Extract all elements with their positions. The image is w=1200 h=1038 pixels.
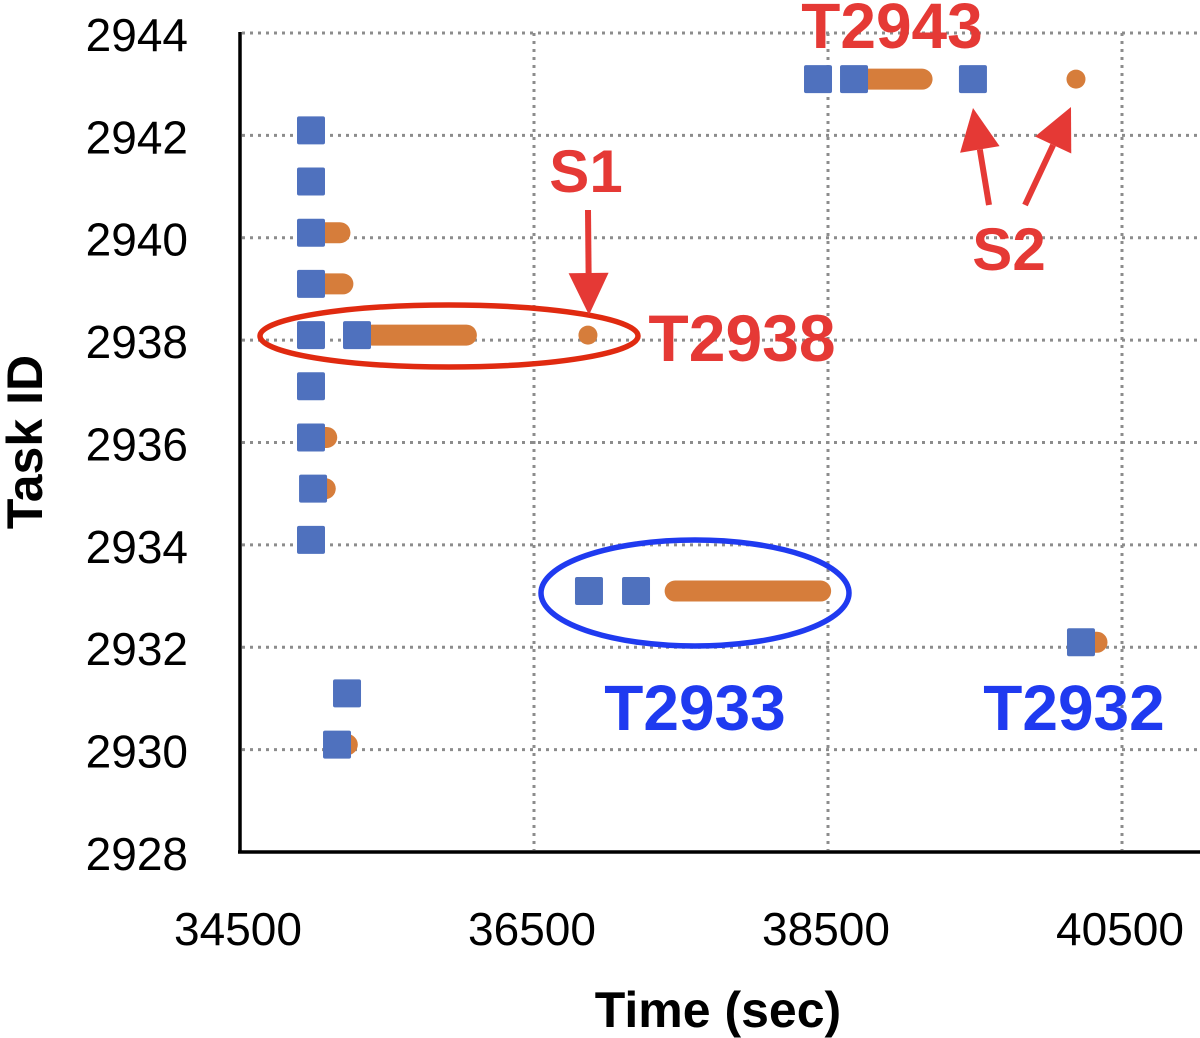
grid-lines — [242, 31, 1200, 850]
annotation-arrows — [568, 107, 1072, 315]
s2-arrow-circle-icon — [1022, 107, 1072, 207]
x-tick-label: 40500 — [1056, 903, 1184, 955]
square-marker — [297, 372, 326, 401]
y-tick-label: 2938 — [86, 316, 188, 368]
square-marker — [622, 577, 651, 606]
square-marker — [297, 269, 326, 298]
t2933-ellipse-highlight-ellipse — [538, 537, 852, 649]
x-tick-label: 34500 — [174, 903, 302, 955]
arrow-head — [568, 272, 609, 315]
annotation-t2933: T2933 — [604, 672, 785, 744]
annotation-labels: T2943 S1 T2938 S2 T2933 T2932 — [549, 0, 1164, 744]
y-tick-label: 2930 — [86, 726, 188, 778]
annotation-s1: S1 — [549, 138, 622, 205]
square-marker — [840, 65, 869, 94]
annotation-s2: S2 — [972, 216, 1045, 283]
highlight-ellipses — [257, 302, 852, 649]
y-tick-label: 2932 — [86, 623, 188, 675]
y-axis-tick-labels: 2928 2930 2932 2934 2936 2938 2940 2942 2944 — [86, 9, 188, 880]
arrow-shaft — [976, 148, 992, 206]
square-marker — [343, 321, 372, 350]
arrow-shaft — [585, 209, 592, 274]
square-marker — [1066, 628, 1095, 657]
circle-marker — [1066, 69, 1086, 89]
y-tick-label: 2944 — [86, 9, 188, 61]
t2938-ellipse-highlight-ellipse — [257, 302, 641, 370]
arrow-head — [1035, 107, 1072, 154]
arrow-head — [960, 108, 1000, 153]
square-marker — [297, 167, 326, 196]
s1-arrow-icon — [568, 209, 609, 315]
square-marker — [297, 423, 326, 452]
square-marker — [333, 679, 362, 708]
y-tick-label: 2928 — [86, 828, 188, 880]
y-axis-title: Task ID — [0, 355, 53, 529]
circle-marker — [578, 325, 598, 345]
square-series — [297, 65, 1095, 759]
x-axis-title: Time (sec) — [595, 982, 841, 1038]
square-marker — [299, 474, 328, 503]
square-marker — [297, 116, 326, 145]
arrow-shaft — [1022, 143, 1056, 207]
x-tick-label: 38500 — [762, 903, 890, 955]
y-tick-label: 2942 — [86, 111, 188, 163]
square-marker — [958, 65, 987, 94]
y-tick-label: 2940 — [86, 214, 188, 266]
annotation-t2932: T2932 — [983, 672, 1164, 744]
square-marker — [297, 525, 326, 554]
x-axis-tick-labels: 34500 36500 38500 40500 — [174, 903, 1184, 955]
square-marker — [297, 218, 326, 247]
y-tick-label: 2934 — [86, 521, 188, 573]
square-marker — [323, 730, 352, 759]
s2-arrow-square-icon — [960, 108, 1000, 206]
y-tick-label: 2936 — [86, 418, 188, 470]
square-marker — [574, 577, 603, 606]
annotation-t2943: T2943 — [801, 0, 982, 62]
axes — [238, 32, 1200, 854]
annotation-t2938: T2938 — [648, 301, 835, 375]
square-marker — [297, 321, 326, 350]
x-tick-label: 36500 — [468, 903, 596, 955]
square-marker — [804, 65, 833, 94]
